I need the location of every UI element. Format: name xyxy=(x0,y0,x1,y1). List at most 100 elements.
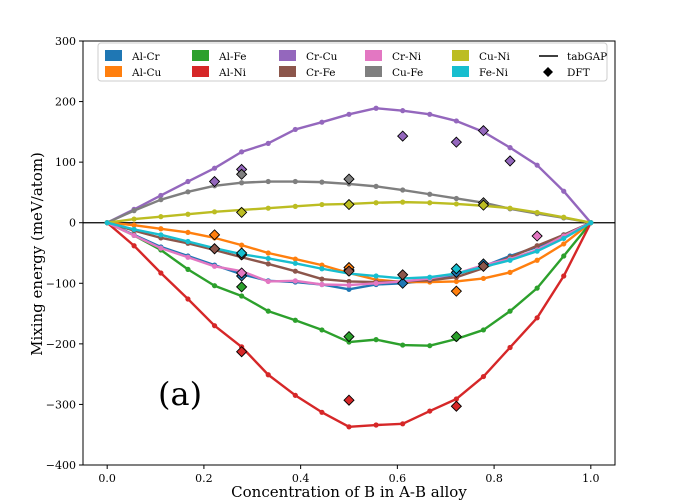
y-tick-label: −100 xyxy=(46,277,76,290)
legend-item-al-cr: Al-Cr xyxy=(105,50,161,63)
series-point-al-ni xyxy=(507,344,513,351)
series-point-al-fe xyxy=(507,308,513,314)
series-point-cr-cu xyxy=(292,126,298,133)
series-point-al-cu xyxy=(480,275,487,282)
legend-item-al-ni: Al-Ni xyxy=(192,66,247,79)
series-point-cu-fe xyxy=(400,187,406,193)
series-point-al-cu xyxy=(158,226,164,232)
series-point-al-ni xyxy=(319,409,325,415)
dft-point-al-cu xyxy=(208,229,221,241)
series-point-al-cu xyxy=(185,229,191,236)
legend-label: Cr-Fe xyxy=(306,67,336,79)
y-tick-label: 200 xyxy=(55,96,76,109)
series-point-fe-ni xyxy=(158,232,164,238)
series-point-al-fe xyxy=(373,337,379,343)
dft-point-cu-ni xyxy=(343,198,355,211)
series-point-al-ni xyxy=(131,243,137,249)
series-point-cr-cu xyxy=(561,188,567,194)
series-point-cr-cu xyxy=(239,149,245,155)
legend-label: DFT xyxy=(567,67,590,79)
series-point-al-fe xyxy=(534,285,540,291)
series-point-cr-fe xyxy=(346,278,352,285)
series-point-cu-ni xyxy=(319,201,325,208)
series-point-cu-fe xyxy=(373,183,379,189)
series-point-al-cu xyxy=(131,222,137,228)
series-point-al-cu xyxy=(453,278,459,285)
series-point-cu-fe xyxy=(292,178,298,185)
series-point-cr-cu xyxy=(346,111,352,117)
x-tick-label: 0.2 xyxy=(195,472,213,485)
legend-diamond-swatch xyxy=(543,67,553,77)
series-point-al-cu xyxy=(265,250,271,256)
dft-point-cr-ni xyxy=(531,230,543,242)
series-point-al-ni xyxy=(211,323,218,329)
series-point-fe-ni xyxy=(292,260,298,266)
series-point-cu-ni xyxy=(507,205,513,211)
x-tick-label: 0.0 xyxy=(98,472,116,485)
series-point-fe-ni xyxy=(265,255,271,262)
dft-point-cu-fe xyxy=(343,173,355,185)
legend-label: tabGAP xyxy=(567,51,607,63)
dft-point-fe-ni xyxy=(450,263,463,275)
series-point-cu-fe xyxy=(158,197,164,203)
series-point-al-ni xyxy=(400,421,406,427)
series-point-al-fe xyxy=(265,308,271,314)
legend-item-al-fe: Al-Fe xyxy=(192,50,246,63)
series-point-al-ni xyxy=(427,408,433,414)
series-point-al-fe xyxy=(239,293,245,299)
legend-item-cr-ni: Cr-Ni xyxy=(365,50,422,63)
dft-point-cu-ni xyxy=(235,206,248,219)
legend-item-al-cu: Al-Cu xyxy=(105,66,162,79)
series-point-cr-cu xyxy=(211,165,218,171)
legend-label: Al-Cr xyxy=(131,51,161,63)
series-point-cr-ni xyxy=(185,254,191,260)
legend-item-fe-ni: Fe-Ni xyxy=(452,66,509,79)
y-tick-label: 0 xyxy=(69,217,76,230)
series-point-al-cu xyxy=(561,241,567,247)
x-axis-title: Concentration of B in A-B alloy xyxy=(231,483,467,501)
series-point-cr-ni xyxy=(265,278,271,285)
series-point-al-ni xyxy=(292,392,298,398)
x-tick-label: 0.6 xyxy=(389,472,407,485)
series-point-al-fe xyxy=(427,343,433,349)
series-point-cu-fe xyxy=(319,179,325,185)
series-point-fe-ni xyxy=(507,257,513,263)
legend-label: Cu-Fe xyxy=(392,67,423,79)
x-tick-label: 1.0 xyxy=(582,472,600,485)
y-tick-label: −300 xyxy=(46,398,76,411)
series-point-cu-ni xyxy=(211,209,218,215)
dft-point-al-fe xyxy=(235,281,248,293)
series-point-cr-ni xyxy=(158,245,164,251)
dft-al-ni xyxy=(235,346,463,412)
series-point-cu-ni xyxy=(185,211,191,217)
series-point-cr-fe xyxy=(534,243,540,249)
dft-point-al-ni xyxy=(343,394,355,406)
series-point-cr-ni xyxy=(319,281,325,288)
series-point-al-ni xyxy=(480,373,487,380)
dft-point-cr-ni xyxy=(235,267,248,279)
series-point-fe-ni xyxy=(534,248,540,254)
legend-item-cr-fe: Cr-Fe xyxy=(279,66,336,79)
series-point-cu-fe xyxy=(185,189,191,195)
series-point-cr-cu xyxy=(185,178,191,185)
legend-swatch-cr-cu xyxy=(279,50,296,61)
legend-swatch-cr-fe xyxy=(279,66,296,77)
series-point-cu-ni xyxy=(561,214,567,220)
y-tick-label: 100 xyxy=(55,156,76,169)
series-point-cu-ni xyxy=(131,216,137,222)
dft-cu-ni xyxy=(235,198,490,219)
series-point-cr-cu xyxy=(158,192,164,199)
series-point-al-cu xyxy=(292,256,298,262)
dft-point-cr-fe xyxy=(343,265,355,277)
legend-swatch-al-fe xyxy=(192,50,209,61)
series-point-fe-ni xyxy=(427,274,433,280)
series-point-cu-fe xyxy=(131,208,137,214)
series-point-cu-fe xyxy=(265,178,271,185)
legend: Al-Cr Al-Cu Al-Fe Al-Ni Cr-Cu Cr-Fe Cr-Ni Cu-Fe… xyxy=(97,42,608,82)
series-point-al-ni xyxy=(453,396,459,402)
legend-swatch-cr-ni xyxy=(365,50,382,61)
legend-item-dft: DFT xyxy=(543,67,590,79)
series-point-fe-ni xyxy=(319,266,325,272)
dft-point-cr-cu xyxy=(208,175,221,188)
series-point-cr-ni xyxy=(292,278,298,284)
